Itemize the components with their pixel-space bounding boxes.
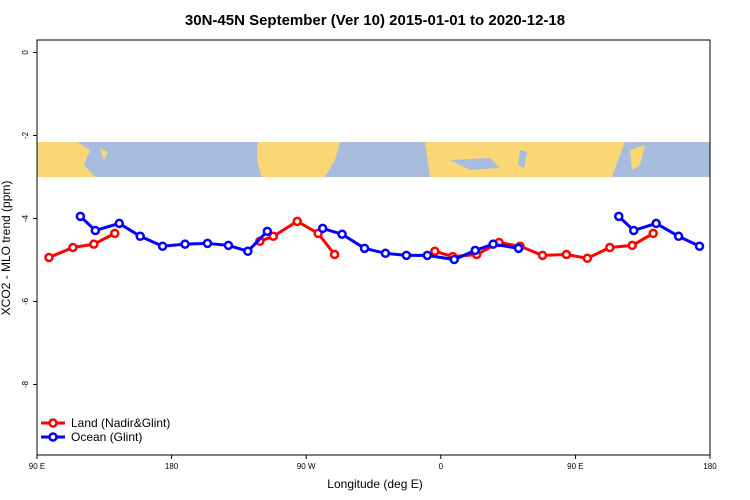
point	[401, 250, 412, 261]
x-axis-label: Longitude (deg E)	[327, 477, 422, 491]
point	[262, 226, 273, 237]
point	[380, 248, 391, 259]
point	[180, 239, 190, 249]
x-tick-label: 180	[165, 462, 179, 471]
point	[157, 241, 168, 252]
legend-label: Land (Nadir&Glint)	[71, 416, 170, 430]
x-tick-label: 90 E	[567, 462, 583, 471]
plot-frame	[36, 39, 711, 456]
point	[488, 239, 498, 249]
point	[561, 249, 572, 260]
point	[470, 245, 480, 256]
point	[422, 250, 433, 261]
y-axis-label: XCO2 - MLO trend (ppm)	[0, 181, 13, 316]
point	[44, 252, 54, 263]
legend-marker	[48, 432, 58, 442]
point	[292, 216, 302, 227]
y-tick-label: -2	[21, 131, 30, 139]
y-tick-label: -4	[21, 214, 30, 222]
point	[430, 246, 440, 256]
point	[449, 254, 460, 265]
legend-marker	[48, 418, 58, 428]
point	[75, 211, 86, 222]
point	[89, 239, 99, 249]
point	[651, 218, 661, 229]
point	[513, 243, 524, 254]
point	[648, 228, 658, 239]
point	[110, 228, 120, 239]
y-tick-label: -8	[21, 380, 30, 388]
point	[243, 246, 253, 256]
point	[68, 242, 78, 253]
point	[317, 223, 328, 234]
point	[694, 241, 705, 252]
point	[614, 211, 624, 222]
point	[268, 231, 279, 242]
point	[628, 225, 639, 236]
x-tick-label: 90 E	[29, 462, 45, 471]
x-tick-label: 180	[703, 462, 717, 471]
point	[673, 231, 684, 242]
legend-label: Ocean (Glint)	[71, 430, 142, 444]
chart-title: 30N-45N September (Ver 10) 2015-01-01 to…	[185, 12, 565, 29]
point	[605, 242, 615, 253]
point	[135, 231, 145, 242]
point	[202, 238, 213, 249]
map-band	[37, 142, 710, 177]
point	[114, 218, 125, 229]
point	[223, 240, 234, 251]
x-tick-label: 90 W	[297, 462, 316, 471]
point	[537, 250, 548, 261]
x-tick-label: 0	[439, 462, 444, 471]
point	[582, 253, 593, 264]
point	[329, 249, 340, 260]
y-tick-label: 0	[21, 50, 30, 55]
point	[90, 225, 101, 236]
y-tick-label: -6	[21, 297, 30, 305]
point	[359, 243, 370, 254]
point	[627, 240, 637, 251]
point	[337, 229, 347, 239]
